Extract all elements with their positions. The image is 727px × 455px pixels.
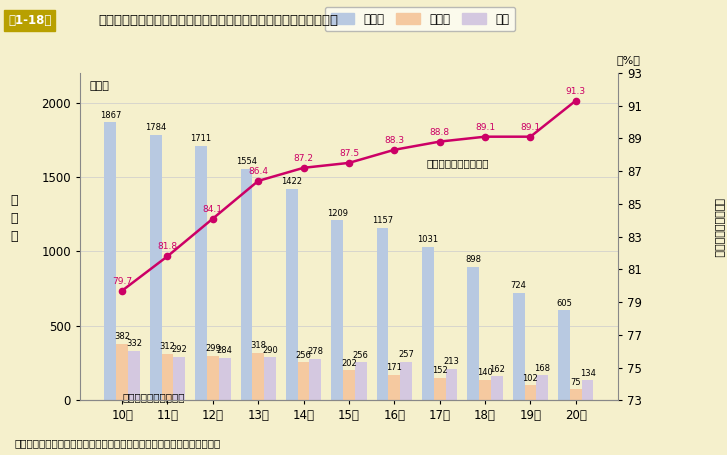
Bar <box>219 358 230 400</box>
Bar <box>558 310 570 400</box>
Text: 213: 213 <box>443 357 459 366</box>
Bar <box>310 359 321 400</box>
Bar <box>332 220 343 400</box>
Text: 1209: 1209 <box>326 209 348 217</box>
Bar <box>241 169 252 400</box>
Text: 162: 162 <box>489 364 505 374</box>
Text: 注　警察庁資料による。ただし、「その他（バス等）」は省略している。: 注 警察庁資料による。ただし、「その他（バス等）」は省略している。 <box>15 438 221 448</box>
Bar <box>377 228 388 400</box>
Bar <box>513 293 525 400</box>
Text: 292: 292 <box>172 345 187 354</box>
Bar <box>252 353 264 400</box>
Text: 1867: 1867 <box>100 111 121 120</box>
Text: 898: 898 <box>465 255 481 264</box>
Bar <box>479 379 491 400</box>
Text: 79.7: 79.7 <box>112 277 132 286</box>
Bar <box>355 362 366 400</box>
Text: 1157: 1157 <box>372 217 393 225</box>
Text: 140: 140 <box>477 368 493 377</box>
Text: 284: 284 <box>217 346 233 355</box>
Text: 88.3: 88.3 <box>385 136 404 145</box>
Bar <box>525 385 537 400</box>
Bar <box>491 376 503 400</box>
Bar <box>173 357 185 400</box>
Bar <box>286 189 297 400</box>
Text: 256: 256 <box>296 351 312 359</box>
Text: 724: 724 <box>510 281 526 290</box>
Text: 1784: 1784 <box>145 123 166 132</box>
Text: 382: 382 <box>114 332 130 341</box>
Legend: 運転席, 助手席, 後席: 運転席, 助手席, 後席 <box>325 7 515 31</box>
Bar <box>401 362 412 400</box>
Text: 318: 318 <box>250 341 266 350</box>
Text: 75: 75 <box>571 378 581 387</box>
Bar <box>297 362 310 400</box>
Text: 332: 332 <box>126 339 142 348</box>
Text: 1422: 1422 <box>281 177 302 186</box>
Bar <box>161 354 173 400</box>
Text: （%）: （%） <box>616 55 640 65</box>
Text: 134: 134 <box>579 369 595 378</box>
Bar <box>446 369 457 400</box>
Text: 87.2: 87.2 <box>294 154 313 163</box>
Text: 1031: 1031 <box>417 235 438 244</box>
Bar <box>434 378 446 400</box>
Text: シートベルト着用者率: シートベルト着用者率 <box>122 392 185 402</box>
Bar <box>195 146 207 400</box>
Text: 1711: 1711 <box>190 134 212 143</box>
Text: 89.1: 89.1 <box>475 123 495 132</box>
Text: 死
者
数: 死 者 数 <box>11 194 18 243</box>
Text: 312: 312 <box>159 342 175 351</box>
Text: 299: 299 <box>205 344 221 353</box>
Text: 87.5: 87.5 <box>339 149 359 158</box>
Bar <box>128 351 140 400</box>
Bar <box>105 122 116 400</box>
Text: 89.1: 89.1 <box>521 123 540 132</box>
Text: 1554: 1554 <box>236 157 257 167</box>
Bar <box>422 247 434 400</box>
Text: 第1-18図: 第1-18図 <box>8 14 52 27</box>
Text: 605: 605 <box>556 298 572 308</box>
Text: 290: 290 <box>262 345 278 354</box>
Text: （人）: （人） <box>89 81 109 91</box>
Bar <box>343 370 355 400</box>
Text: 乗車位置別シートベルト非着用者及びシートベルト着用者率の推移: 乗車位置別シートベルト非着用者及びシートベルト着用者率の推移 <box>98 14 338 27</box>
Text: 171: 171 <box>386 363 402 372</box>
Text: 91.3: 91.3 <box>566 87 586 96</box>
Bar <box>150 135 161 400</box>
Text: 102: 102 <box>523 374 538 383</box>
Text: 84.1: 84.1 <box>203 205 223 214</box>
Text: 257: 257 <box>398 350 414 359</box>
Bar <box>570 389 582 400</box>
Text: シートベルト着用者率: シートベルト着用者率 <box>426 158 489 168</box>
Bar <box>207 356 219 400</box>
Bar <box>582 380 593 400</box>
Bar <box>388 375 401 400</box>
Bar <box>537 375 548 400</box>
Text: 88.8: 88.8 <box>430 128 450 136</box>
Text: 86.4: 86.4 <box>248 167 268 176</box>
Text: シートベルト着用率: シートベルト着用率 <box>713 197 723 258</box>
Text: 278: 278 <box>308 347 324 356</box>
Text: 256: 256 <box>353 351 369 359</box>
Text: 152: 152 <box>432 366 448 375</box>
Bar <box>264 357 276 400</box>
Bar <box>116 344 128 400</box>
Text: 168: 168 <box>534 364 550 373</box>
Text: 202: 202 <box>341 359 357 368</box>
Text: 81.8: 81.8 <box>158 243 177 251</box>
Bar <box>467 267 479 400</box>
